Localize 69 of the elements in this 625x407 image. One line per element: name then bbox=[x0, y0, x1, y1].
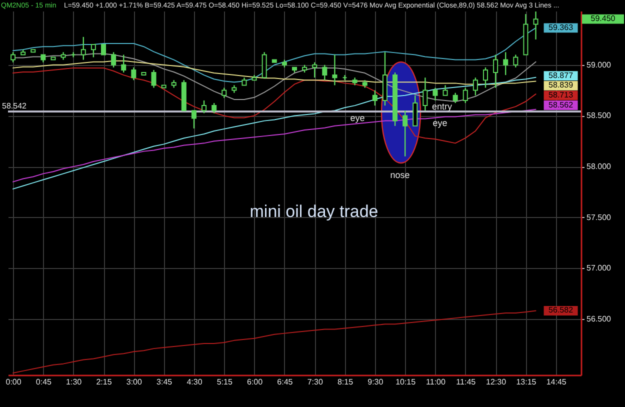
candlestick bbox=[402, 110, 408, 157]
candlestick bbox=[202, 100, 207, 114]
candlestick bbox=[422, 77, 428, 112]
candlestick bbox=[503, 52, 508, 76]
annotation: eye bbox=[350, 113, 365, 123]
x-tick-label: 13:15 bbox=[516, 378, 537, 386]
x-tick-label: 11:45 bbox=[456, 378, 476, 386]
line-series bbox=[12, 310, 536, 374]
candlestick bbox=[452, 92, 458, 104]
candlestick bbox=[111, 52, 116, 68]
data-label: 56.582 bbox=[548, 306, 574, 315]
candlestick bbox=[432, 87, 438, 102]
data-label: 58.713 bbox=[548, 90, 574, 100]
x-tick-label: 5:15 bbox=[216, 378, 233, 386]
candlestick bbox=[332, 54, 338, 86]
x-tick-label: 11:00 bbox=[426, 378, 446, 386]
y-tick-label: 57.500 bbox=[586, 212, 612, 222]
y-tick-label: 58.500 bbox=[586, 111, 612, 120]
candlestick bbox=[10, 52, 16, 63]
candlestick bbox=[191, 110, 196, 130]
text: 59.450 bbox=[590, 14, 616, 24]
annotation: entry bbox=[432, 102, 452, 112]
annotation: nose bbox=[390, 170, 410, 180]
candlestick bbox=[131, 66, 136, 81]
ref-line-label: 58.542 bbox=[2, 101, 28, 110]
x-tick-label: 7:30 bbox=[307, 378, 324, 386]
candlestick bbox=[212, 102, 217, 114]
x-tick-label: 9:30 bbox=[368, 378, 384, 386]
x-tick-label: 6:45 bbox=[277, 378, 294, 386]
x-tick-label: 0:00 bbox=[6, 378, 22, 386]
data-label: 58.839 bbox=[548, 80, 574, 90]
data-label: 58.877 bbox=[548, 70, 574, 80]
annotation: mini oil day trade bbox=[250, 202, 378, 221]
x-tick-label: 4:30 bbox=[186, 378, 203, 386]
data-label: 58.562 bbox=[548, 100, 574, 110]
annotation: eye bbox=[432, 118, 448, 128]
candlestick bbox=[442, 84, 448, 96]
candlestick bbox=[322, 64, 328, 81]
candlestick bbox=[482, 66, 488, 88]
x-tick-label: 10:15 bbox=[396, 378, 416, 386]
y-tick-label: 56.500 bbox=[586, 314, 612, 324]
x-tick-label: 12:30 bbox=[486, 378, 507, 386]
x-tick-label: 0:45 bbox=[36, 378, 52, 386]
x-tick-label: 6:00 bbox=[247, 378, 264, 386]
candlestick bbox=[80, 36, 86, 60]
candlestick bbox=[151, 69, 156, 88]
candlestick bbox=[100, 44, 106, 56]
x-tick-label: 1:30 bbox=[66, 378, 82, 386]
candlestick bbox=[312, 62, 318, 78]
candlestick bbox=[462, 87, 468, 104]
candlestick bbox=[372, 90, 378, 106]
y-tick-label: 59.000 bbox=[586, 60, 612, 70]
x-tick-label: 3:45 bbox=[156, 378, 173, 386]
candlestick bbox=[121, 54, 126, 74]
candlestick bbox=[472, 77, 478, 96]
candlestick bbox=[493, 54, 498, 88]
x-tick-label: 14:45 bbox=[546, 378, 567, 386]
candlestick bbox=[90, 44, 96, 58]
y-tick-label: 58.000 bbox=[586, 162, 612, 172]
data-label: 59.363 bbox=[548, 22, 574, 32]
x-tick-label: 3:00 bbox=[126, 378, 142, 386]
candlestick bbox=[222, 87, 227, 99]
candlestick bbox=[412, 94, 418, 126]
candlestick bbox=[262, 52, 267, 78]
x-tick-label: 8:15 bbox=[337, 378, 354, 386]
candlestick bbox=[513, 54, 518, 68]
y-tick-label: 57.000 bbox=[586, 264, 612, 273]
candlestick bbox=[533, 10, 538, 40]
x-tick-label: 2:15 bbox=[96, 378, 112, 386]
